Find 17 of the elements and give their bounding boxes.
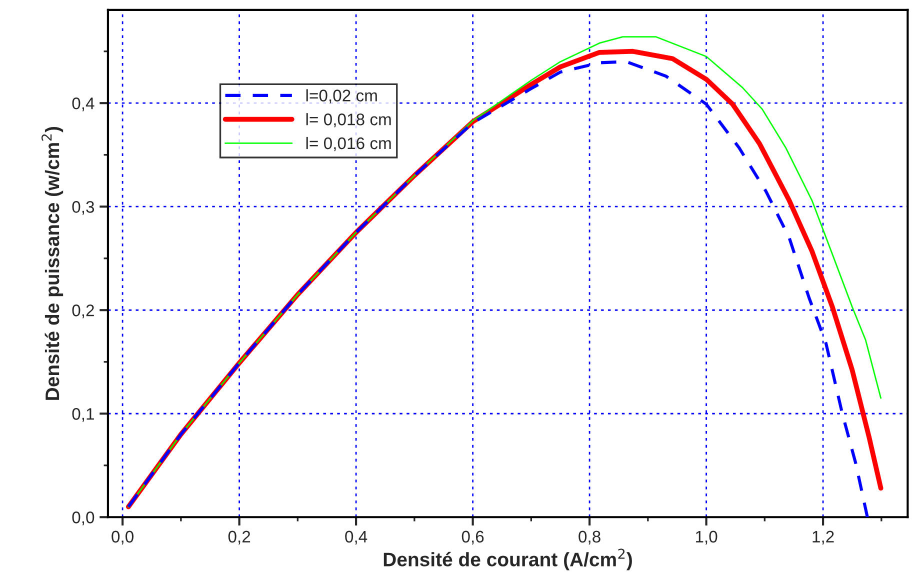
legend-label: l= 0,018 cm	[306, 113, 391, 128]
x-tick-label: 1,0	[696, 530, 718, 545]
x-tick-label: 0,8	[578, 530, 600, 545]
legend-label: l= 0,016 cm	[306, 136, 391, 152]
y-axis-title: Densité de puissance (w/cm$^{2}$)	[42, 126, 64, 400]
x-tick-label: 0,6	[462, 530, 484, 545]
y-tick-label: 0,3	[72, 201, 94, 215]
x-tick-label: 0,2	[228, 530, 250, 545]
x-axis-title: Densité de courant (A/cm$^{2}$)	[384, 548, 632, 570]
y-tick-label: 0,4	[72, 98, 94, 112]
x-tick-label: 0,4	[345, 530, 368, 545]
legend-label: l=0,02 cm	[306, 89, 377, 104]
y-tick-label: 0,0	[72, 512, 94, 526]
x-tick-label: 1,2	[812, 530, 834, 545]
y-tick-label: 0,1	[72, 408, 94, 422]
x-tick-label: 0,0	[112, 530, 134, 545]
y-tick-label: 0,2	[72, 304, 94, 318]
